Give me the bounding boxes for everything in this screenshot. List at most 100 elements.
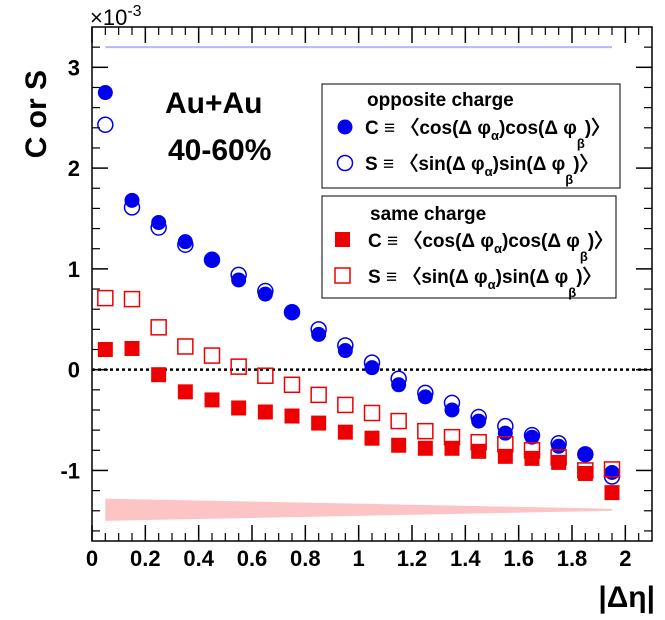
y-tick-label: 3: [68, 55, 80, 80]
legend-opposite-title: opposite charge: [367, 90, 514, 111]
data-point: [577, 446, 594, 463]
legend-s-suffix-2: )〉: [576, 265, 601, 288]
legend-same-c-marker: [335, 232, 350, 247]
legend-same-box: [321, 195, 617, 299]
data-point: [231, 400, 247, 416]
data-point: [417, 384, 434, 402]
legend-s-alpha-2: α: [488, 277, 496, 292]
legend-c-mid: )cos(Δ φ: [499, 118, 577, 139]
data-point: [390, 412, 407, 430]
data-point: [257, 367, 274, 384]
data-point: [150, 219, 167, 236]
data-point: [310, 321, 327, 338]
data-point: [123, 199, 141, 216]
system-label: Au+Au: [165, 87, 263, 120]
data-point: [177, 236, 194, 253]
data-point: [550, 449, 567, 466]
data-point: [364, 430, 380, 446]
data-point: [604, 464, 620, 480]
data-point: [284, 304, 300, 320]
data-point: [363, 404, 381, 422]
data-point: [177, 338, 194, 355]
data-point: [470, 433, 487, 451]
legend-c-beta-2: β: [580, 249, 588, 264]
data-point: [577, 465, 593, 481]
legend-opposite-c-marker: [337, 119, 353, 135]
y-axis-title: C or S: [20, 70, 53, 158]
legend-c-alpha: α: [491, 128, 499, 143]
series-same-charge-s: [97, 289, 621, 479]
data-point: [337, 337, 354, 354]
x-tick-label: 0.8: [290, 546, 321, 571]
legend-s-beta-2: β: [568, 285, 576, 300]
x-tick-label: 1.2: [397, 546, 428, 571]
data-point: [471, 413, 487, 429]
data-point: [311, 326, 327, 342]
legend-s-mid: )sin(Δ φ: [493, 154, 566, 175]
legend-same-charge: same charge C ≡ 〈cos(Δ φα)cos(Δ φβ)〉 S ≡…: [321, 195, 617, 300]
data-point: [471, 443, 487, 459]
data-point: [551, 454, 567, 470]
data-point: [523, 442, 541, 459]
data-point: [443, 394, 461, 412]
systematic-bands: [105, 46, 612, 521]
data-point: [310, 386, 327, 404]
data-point: [283, 303, 301, 321]
axis-tick-labels: 0 0.2 0.4 0.6 0.8 1 1.2 1.4 1.6 1.8 2 -1 0 1 2 3: [60, 55, 631, 571]
data-point: [497, 435, 514, 453]
x-tick-label: 0.6: [237, 546, 268, 571]
legend-same-s-label: S ≡ 〈sin(Δ φα)sin(Δ φβ)〉: [368, 265, 602, 300]
data-point: [97, 342, 113, 358]
legend-opposite-box: [321, 83, 621, 189]
legend-s-alpha: α: [485, 164, 493, 179]
data-point: [337, 424, 353, 440]
legend-c-prefix: C ≡ 〈cos(Δ φ: [365, 116, 491, 139]
y-tick-label: 1: [68, 257, 80, 282]
data-point: [204, 392, 220, 408]
x-tick-label: 1.6: [503, 546, 534, 571]
data-point: [123, 290, 141, 308]
data-point: [577, 462, 594, 479]
y-scale-factor: ×10-3: [90, 3, 142, 30]
legend-s-mid-2: )sin(Δ φ: [496, 267, 569, 288]
legend-same-s-marker: [334, 267, 351, 284]
x-tick-label: 1: [353, 546, 365, 571]
data-point: [97, 116, 114, 134]
data-point: [577, 446, 593, 462]
x-tick-label: 0: [86, 546, 98, 571]
data-point: [337, 396, 354, 414]
y-tick-label: 2: [68, 156, 80, 181]
data-point: [203, 347, 221, 364]
legend-c-alpha-2: α: [494, 241, 502, 256]
data-point: [550, 434, 567, 452]
data-point: [151, 215, 167, 231]
legend-opposite-s-label: S ≡ 〈sin(Δ φα)sin(Δ φβ)〉: [365, 152, 599, 187]
x-tick-label: 1.8: [557, 546, 588, 571]
data-point: [257, 286, 273, 302]
legend-c-beta: β: [577, 136, 585, 151]
y-tick-label: 0: [68, 358, 80, 383]
legend-same-c-label: C ≡ 〈cos(Δ φα)cos(Δ φβ)〉: [368, 229, 613, 264]
data-point: [257, 404, 273, 420]
data-point: [284, 408, 300, 424]
data-markers: [97, 85, 621, 501]
legend-c-prefix-2: C ≡ 〈cos(Δ φ: [368, 229, 494, 252]
data-point: [337, 343, 353, 359]
data-point: [177, 234, 193, 250]
y-scale-exponent: -3: [127, 3, 141, 20]
data-point: [391, 437, 407, 453]
x-tick-label: 0.2: [130, 546, 161, 571]
centrality-label: 40-60%: [168, 134, 271, 167]
x-tick-label: 1.4: [450, 546, 481, 571]
data-point: [364, 360, 380, 376]
data-point: [363, 354, 381, 371]
legend-c-suffix-2: )〉: [588, 229, 613, 252]
data-point: [124, 341, 140, 357]
data-point: [230, 358, 247, 375]
data-point: [150, 319, 167, 336]
legend-c-suffix: )〉: [585, 116, 610, 139]
series-same-charge-c: [97, 341, 620, 501]
data-point: [551, 438, 567, 454]
legend-opposite-s-marker: [336, 154, 354, 172]
